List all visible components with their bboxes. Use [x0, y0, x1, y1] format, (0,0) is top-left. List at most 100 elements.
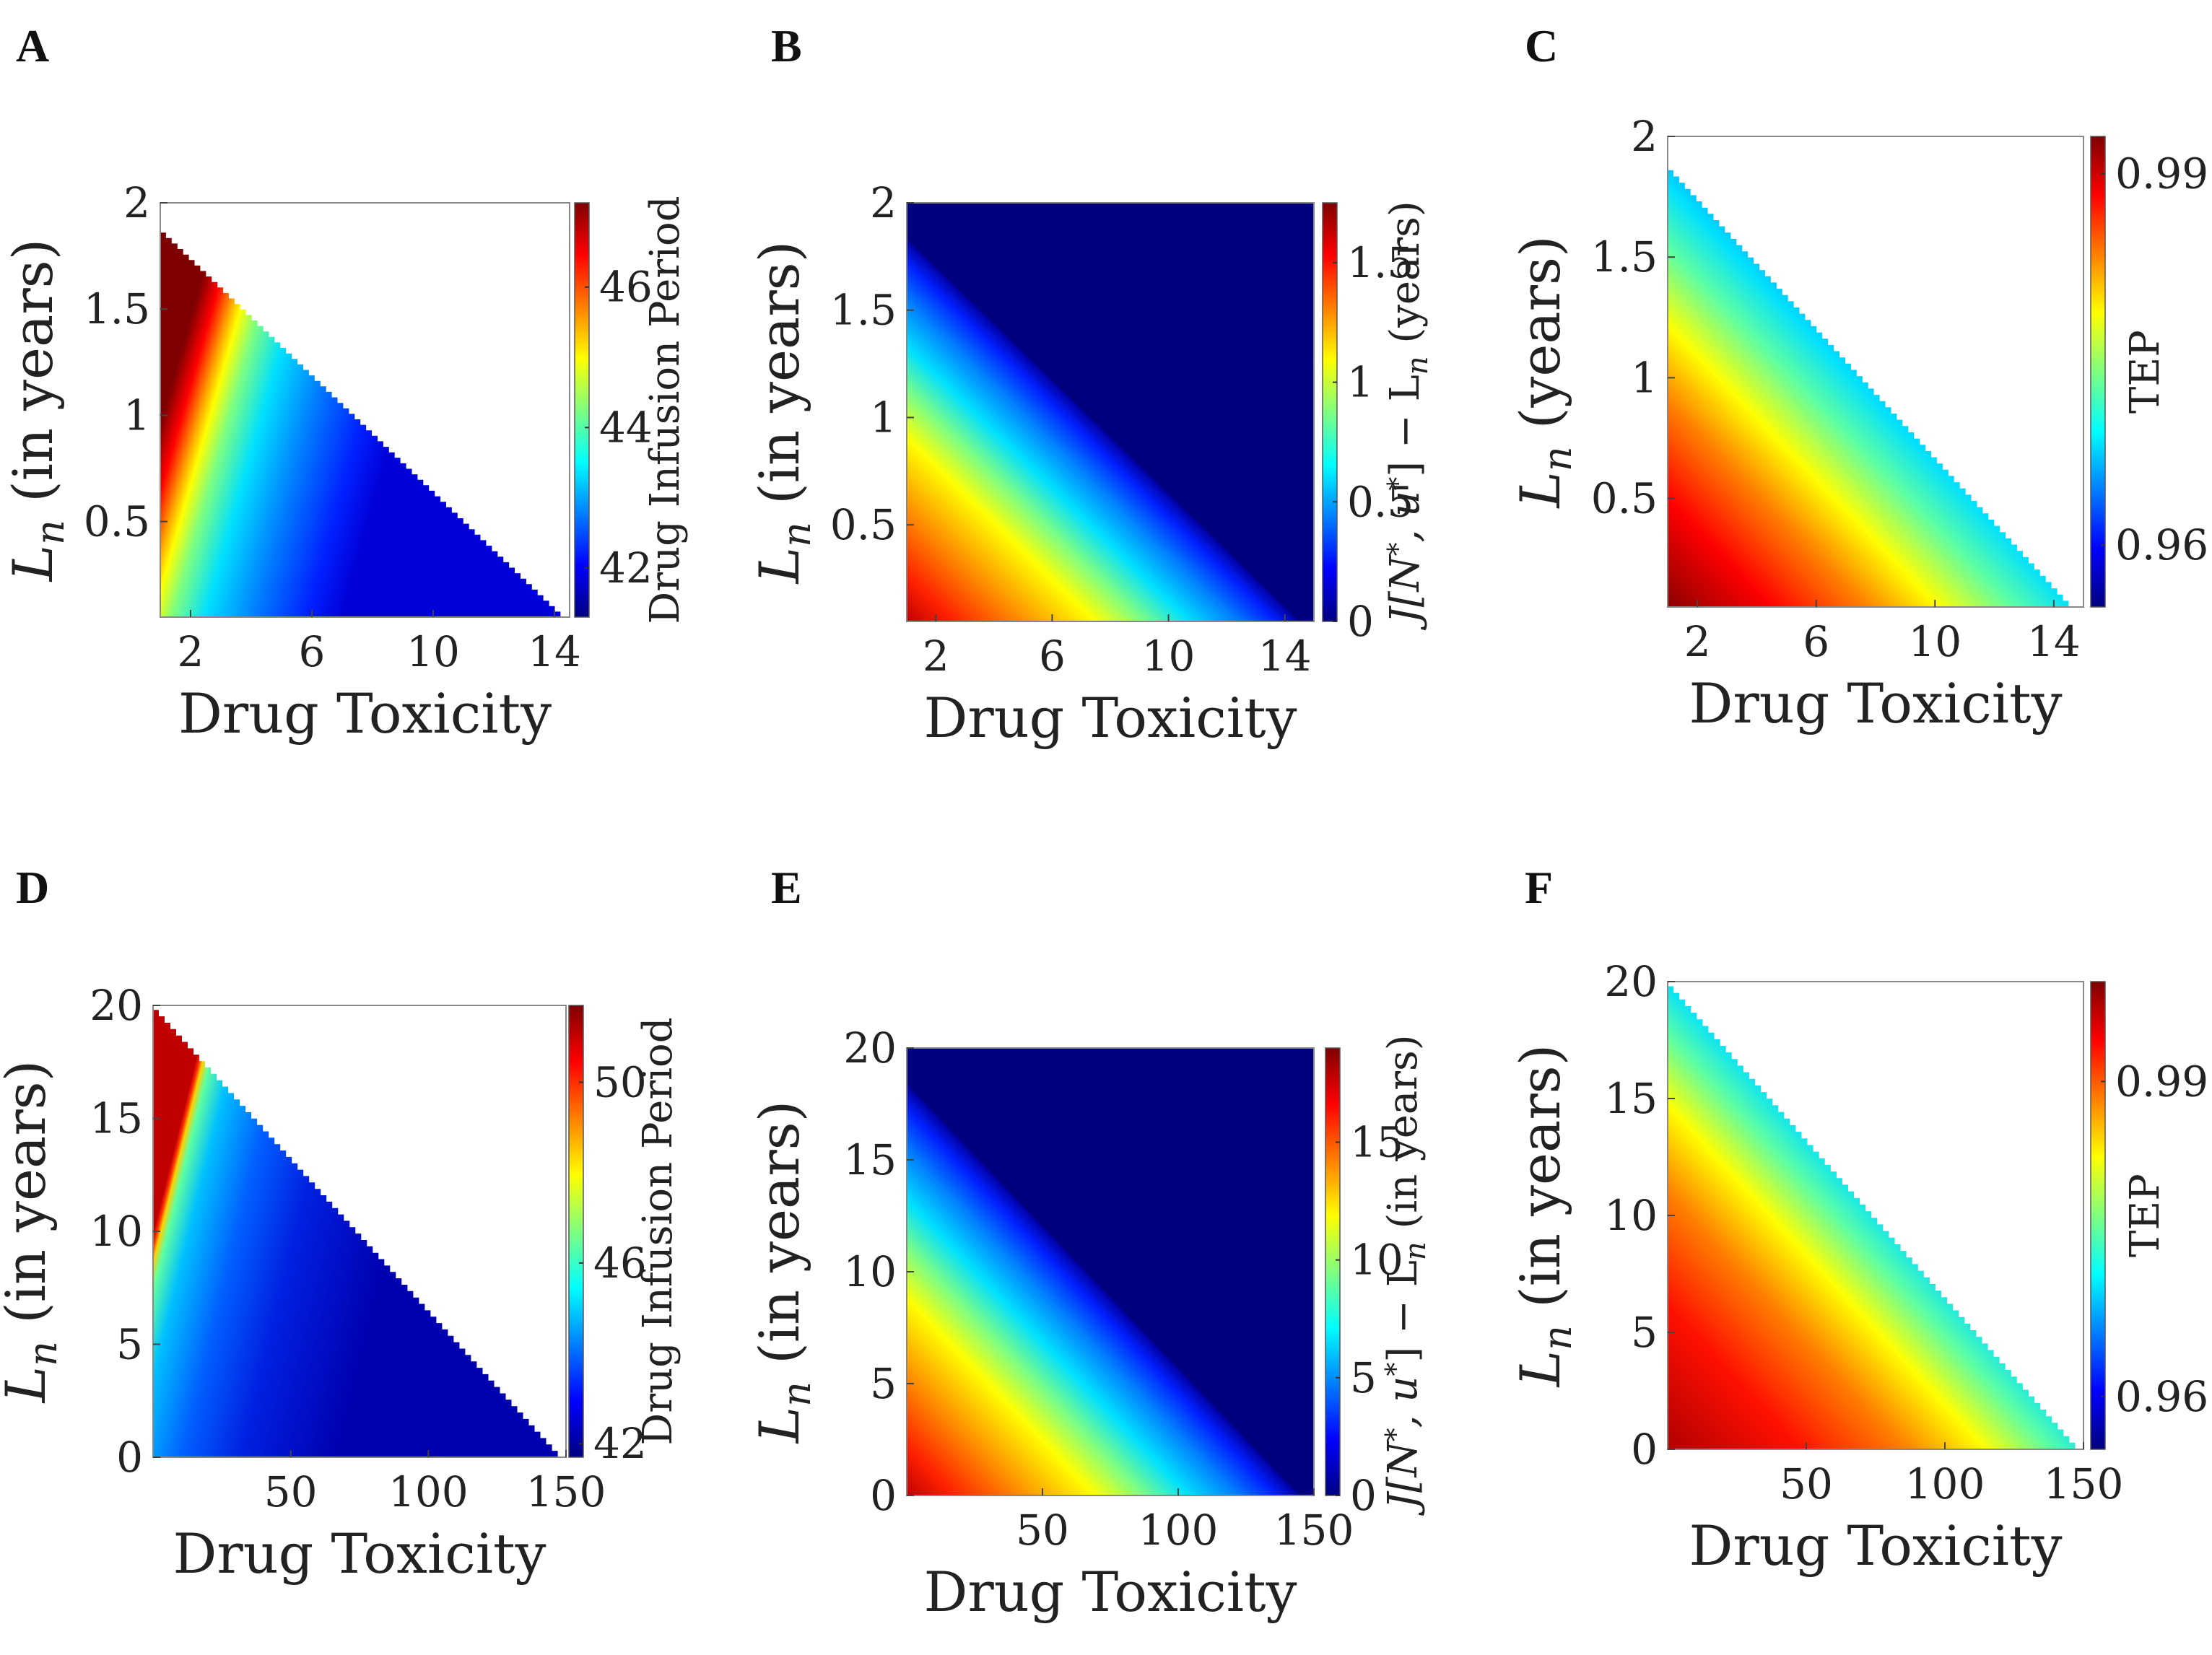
x-tick-label: 150: [526, 1467, 606, 1516]
y-tick-label: 2: [1631, 112, 1658, 161]
colorbar-tick-label: 46: [593, 1239, 647, 1288]
y-tick-label: 0: [1631, 1425, 1658, 1474]
colorbar-tick-label: 50: [593, 1057, 647, 1106]
x-axis-label: Drug Toxicity: [178, 681, 552, 746]
y-tick-label: 1: [870, 393, 897, 442]
y-tick-label: 10: [843, 1247, 897, 1296]
colorbar-tick-label: 0.96: [2115, 1372, 2208, 1421]
colorbar-tick-label: 42: [593, 1419, 647, 1468]
heatmap-region: [1668, 170, 2069, 608]
x-axis-label: Drug Toxicity: [923, 686, 1297, 750]
x-tick-label: 14: [1258, 632, 1312, 681]
y-tick-label: 0.5: [1591, 474, 1658, 523]
x-tick-label: 2: [923, 632, 949, 681]
colorbar-tick-label: 0: [1350, 1471, 1377, 1520]
x-tick-label: 150: [2044, 1459, 2124, 1508]
y-tick-label: 15: [843, 1135, 897, 1184]
x-tick-label: 6: [299, 627, 326, 676]
colorbar: [568, 1005, 584, 1458]
y-tick-label: 20: [90, 981, 143, 1030]
y-tick-label: 1.5: [1591, 232, 1658, 281]
y-tick-label: 15: [1604, 1074, 1658, 1123]
y-tick-label: 5: [1631, 1308, 1658, 1357]
panel-c: C 2 6 10 14 0.5 1 1.5 2 Drug Toxicity Ln (years) 0.…: [1508, 20, 2208, 735]
colorbar-tick-label: 42: [599, 543, 653, 593]
colorbar-tick-label: 0.99: [2115, 149, 2208, 198]
colorbar-label: Drug Infusion Period: [635, 1017, 682, 1445]
colorbar-tick-label: 1.5: [1347, 238, 1414, 287]
y-tick-label: 2: [123, 178, 150, 227]
y-axis-label: Ln (years): [1508, 235, 1580, 509]
x-tick-label: 10: [1908, 617, 1961, 666]
x-axis-label: Drug Toxicity: [923, 1560, 1297, 1624]
colorbar-tick-label: 0: [1347, 597, 1374, 646]
x-tick-label: 10: [406, 627, 460, 676]
y-axis-label: Ln (in years): [747, 241, 819, 585]
x-axis-label: Drug Toxicity: [1689, 1514, 2062, 1578]
panel-a: A 2 6 10 14 0.5 1 1.5 2 Drug Toxicity Ln (in years…: [1, 20, 689, 746]
x-tick-label: 14: [528, 627, 581, 676]
x-tick-label: 6: [1039, 632, 1066, 681]
y-tick-label: 20: [1604, 957, 1658, 1006]
x-tick-label: 50: [264, 1467, 318, 1516]
colorbar-tick-label: 44: [599, 403, 653, 452]
y-tick-label: 20: [843, 1023, 897, 1073]
y-tick-label: 1.5: [830, 286, 897, 335]
panel-letter: B: [771, 20, 802, 71]
colorbar: [574, 202, 590, 618]
colorbar: [2090, 136, 2106, 608]
y-axis-label: Ln (in years): [0, 1060, 66, 1405]
colorbar-label: TEP: [2122, 1174, 2169, 1257]
colorbar: [2090, 981, 2106, 1450]
colorbar-tick-label: 0.96: [2115, 520, 2208, 569]
colorbar-tick-label: 15: [1350, 1118, 1403, 1167]
y-axis-label: Ln (in years): [1508, 1044, 1580, 1389]
x-tick-label: 100: [1138, 1506, 1219, 1555]
y-axis-label: Ln (in years): [1, 239, 73, 583]
y-tick-label: 1.5: [84, 284, 150, 333]
y-tick-label: 0.5: [830, 500, 897, 549]
x-tick-label: 10: [1142, 632, 1196, 681]
y-axis-label: Ln (in years): [747, 1101, 819, 1445]
heatmap-region: [160, 232, 561, 617]
x-tick-label: 14: [2027, 617, 2081, 666]
heatmap-region: [907, 239, 1299, 621]
y-tick-label: 2: [870, 178, 897, 227]
panel-d: D 50 100 150 0 5 10 15 20 Drug Toxicity Ln (in yea…: [0, 862, 682, 1586]
x-axis-label: Drug Toxicity: [173, 1521, 546, 1586]
colorbar-tick-label: 46: [599, 263, 653, 312]
y-tick-label: 10: [1604, 1191, 1658, 1240]
colorbar-tick-label: 5: [1350, 1353, 1377, 1402]
colorbar-tick-label: 0.5: [1347, 477, 1414, 526]
y-tick-label: 1: [123, 390, 150, 440]
x-axis-label: Drug Toxicity: [1689, 671, 2062, 735]
x-tick-label: 50: [1780, 1459, 1833, 1508]
panel-f: F 50 100 150 0 5 10 15 20 Drug Toxicity Ln (in yea…: [1508, 862, 2208, 1578]
colorbar-tick-label: 1: [1347, 358, 1374, 407]
y-tick-label: 15: [90, 1094, 143, 1143]
plot-frame: [906, 202, 1315, 622]
colorbar-label: Drug Infusion Period: [642, 196, 689, 624]
x-tick-label: 150: [1274, 1506, 1354, 1555]
y-tick-label: 1: [1631, 353, 1658, 402]
panel-letter: E: [771, 862, 802, 913]
plot-frame: [1667, 136, 2084, 608]
heatmap-region: [907, 1084, 1299, 1495]
panel-letter: D: [16, 862, 49, 913]
heatmap-region: [153, 1010, 558, 1457]
x-tick-label: 6: [1803, 617, 1829, 666]
colorbar-tick-label: 10: [1350, 1236, 1403, 1285]
y-tick-label: 5: [870, 1359, 897, 1408]
colorbar: [1322, 202, 1338, 622]
x-tick-label: 50: [1016, 1506, 1069, 1555]
colorbar-label: J[N*, u*] − Ln (in years): [1380, 1034, 1432, 1516]
y-tick-label: 0.5: [84, 497, 150, 546]
colorbar: [1325, 1047, 1341, 1496]
heatmap-region: [1668, 986, 2076, 1449]
plot-frame: [160, 202, 570, 618]
y-tick-label: 10: [90, 1207, 143, 1256]
x-tick-label: 2: [1684, 617, 1711, 666]
